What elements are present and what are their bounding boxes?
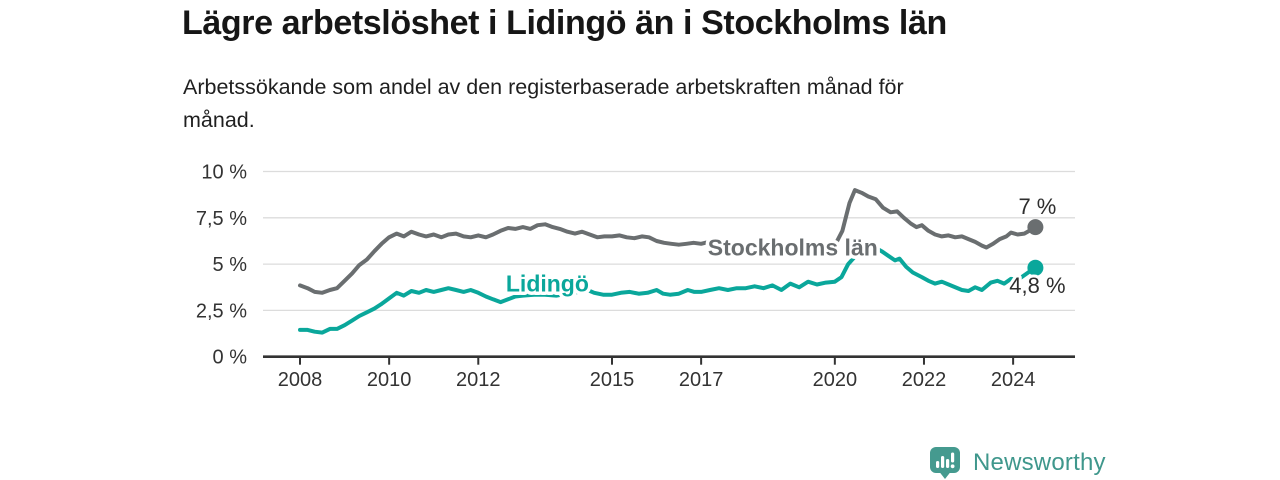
y-axis-tick-label: 7,5 %	[196, 208, 247, 230]
series-end-dot-stockholms-lan	[1027, 219, 1044, 236]
newsworthy-brand: Newsworthy	[928, 445, 1106, 480]
chart-subtitle-line-1: Arbetssökande som andel av den registerb…	[183, 75, 904, 99]
y-axis-tick-label: 5 %	[213, 254, 248, 276]
series-end-dot-lidingo	[1027, 259, 1044, 276]
series-line-lidingo	[298, 245, 1038, 335]
x-axis-tick-label: 2015	[590, 369, 635, 391]
x-axis-tick-label: 2017	[679, 369, 724, 391]
chart-subtitle-line-2: månad.	[183, 108, 255, 132]
newsworthy-brand-name: Newsworthy	[973, 448, 1106, 476]
series-inline-label-stockholms-lan: Stockholms län	[708, 235, 878, 261]
chart-title: Lägre arbetslöshet i Lidingö än i Stockh…	[182, 4, 947, 42]
y-axis-tick-label: 0 %	[213, 347, 248, 369]
series-line-stockholms-lan	[298, 188, 1038, 295]
x-axis-tick-label: 2024	[991, 369, 1036, 391]
newsworthy-logo-icon	[930, 447, 960, 479]
x-axis-tick-label: 2012	[456, 369, 501, 391]
x-axis-tick-label: 2008	[278, 369, 323, 391]
series-end-value-label-lidingo: 4,8 %	[1009, 273, 1065, 298]
chart-subtitle: Arbetssökande som andel av den registerb…	[183, 71, 904, 137]
x-axis-tick-label: 2022	[902, 369, 947, 391]
y-axis-tick-label: 10 %	[201, 162, 247, 184]
x-axis-tick-label: 2010	[367, 369, 412, 391]
series-inline-label-lidingo: Lidingö	[506, 271, 589, 297]
series-end-value-label-stockholms-lan: 7 %	[1018, 194, 1056, 219]
x-axis-tick-label: 2020	[813, 369, 858, 391]
y-axis-tick-label: 2,5 %	[196, 300, 247, 322]
